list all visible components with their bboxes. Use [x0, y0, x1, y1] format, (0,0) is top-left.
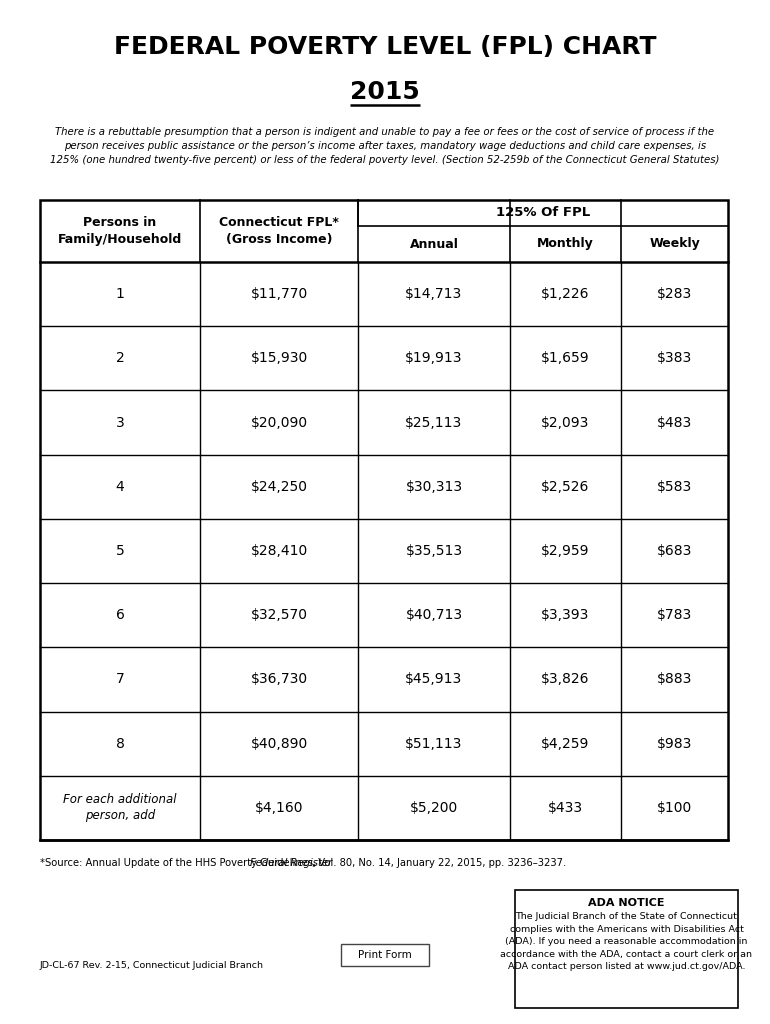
Text: $35,513: $35,513	[406, 544, 463, 558]
Text: $28,410: $28,410	[250, 544, 308, 558]
Text: $683: $683	[657, 544, 692, 558]
Text: $3,826: $3,826	[541, 673, 590, 686]
Text: ADA NOTICE: ADA NOTICE	[588, 898, 665, 908]
Text: Weekly: Weekly	[649, 238, 700, 251]
Text: $283: $283	[657, 287, 692, 301]
Text: Monthly: Monthly	[537, 238, 594, 251]
Text: 8: 8	[116, 736, 125, 751]
Text: $19,913: $19,913	[405, 351, 463, 366]
Text: $32,570: $32,570	[250, 608, 307, 623]
Text: 2015: 2015	[350, 80, 420, 104]
Text: 7: 7	[116, 673, 125, 686]
Text: $1,659: $1,659	[541, 351, 590, 366]
Text: $2,959: $2,959	[541, 544, 590, 558]
Text: $383: $383	[657, 351, 692, 366]
Bar	[341, 944, 429, 966]
Text: $4,160: $4,160	[255, 801, 303, 815]
Text: 3: 3	[116, 416, 125, 429]
Text: $3,393: $3,393	[541, 608, 590, 623]
Text: $2,093: $2,093	[541, 416, 590, 429]
Bar	[515, 890, 738, 1008]
Text: $25,113: $25,113	[405, 416, 463, 429]
Text: $483: $483	[657, 416, 692, 429]
Text: $433: $433	[548, 801, 583, 815]
Text: $4,259: $4,259	[541, 736, 590, 751]
Text: $45,913: $45,913	[405, 673, 463, 686]
Text: $20,090: $20,090	[250, 416, 307, 429]
Text: Persons in
Family/Household: Persons in Family/Household	[58, 216, 182, 246]
Text: $883: $883	[657, 673, 692, 686]
Text: $51,113: $51,113	[405, 736, 463, 751]
Text: person receives public assistance or the person’s income after taxes, mandatory : person receives public assistance or the…	[64, 141, 706, 151]
Text: $583: $583	[657, 480, 692, 494]
Text: For each additional
person, add: For each additional person, add	[63, 794, 177, 822]
Text: Print Form: Print Form	[358, 950, 412, 961]
Text: 1: 1	[116, 287, 125, 301]
Text: FEDERAL POVERTY LEVEL (FPL) CHART: FEDERAL POVERTY LEVEL (FPL) CHART	[114, 35, 656, 59]
Text: $983: $983	[657, 736, 692, 751]
Text: $14,713: $14,713	[405, 287, 463, 301]
Text: 2: 2	[116, 351, 125, 366]
Text: 4: 4	[116, 480, 125, 494]
Text: $11,770: $11,770	[250, 287, 308, 301]
Text: Connecticut FPL*
(Gross Income): Connecticut FPL* (Gross Income)	[219, 216, 339, 246]
Text: $40,713: $40,713	[406, 608, 463, 623]
Text: $1,226: $1,226	[541, 287, 590, 301]
Text: , Vol. 80, No. 14, January 22, 2015, pp. 3236–3237.: , Vol. 80, No. 14, January 22, 2015, pp.…	[312, 858, 566, 868]
Text: $783: $783	[657, 608, 692, 623]
Text: $40,890: $40,890	[250, 736, 308, 751]
Text: 125% Of FPL: 125% Of FPL	[496, 207, 590, 219]
Text: There is a rebuttable presumption that a person is indigent and unable to pay a : There is a rebuttable presumption that a…	[55, 127, 715, 137]
Text: Federal Register: Federal Register	[249, 858, 332, 868]
Text: 5: 5	[116, 544, 125, 558]
Text: 125% (one hundred twenty-five percent) or less of the federal poverty level. (Se: 125% (one hundred twenty-five percent) o…	[50, 155, 720, 165]
Text: $15,930: $15,930	[250, 351, 308, 366]
Text: $100: $100	[657, 801, 692, 815]
Text: *Source: Annual Update of the HHS Poverty Guidelines,: *Source: Annual Update of the HHS Povert…	[40, 858, 320, 868]
Text: JD-CL-67 Rev. 2-15, Connecticut Judicial Branch: JD-CL-67 Rev. 2-15, Connecticut Judicial…	[40, 962, 264, 971]
Text: The Judicial Branch of the State of Connecticut
complies with the Americans with: The Judicial Branch of the State of Conn…	[500, 912, 752, 971]
Text: $5,200: $5,200	[410, 801, 458, 815]
Text: Annual: Annual	[410, 238, 458, 251]
Text: $30,313: $30,313	[406, 480, 463, 494]
Text: $36,730: $36,730	[250, 673, 307, 686]
Text: $2,526: $2,526	[541, 480, 590, 494]
Text: $24,250: $24,250	[250, 480, 307, 494]
Bar	[40, 200, 728, 840]
Text: 6: 6	[116, 608, 125, 623]
